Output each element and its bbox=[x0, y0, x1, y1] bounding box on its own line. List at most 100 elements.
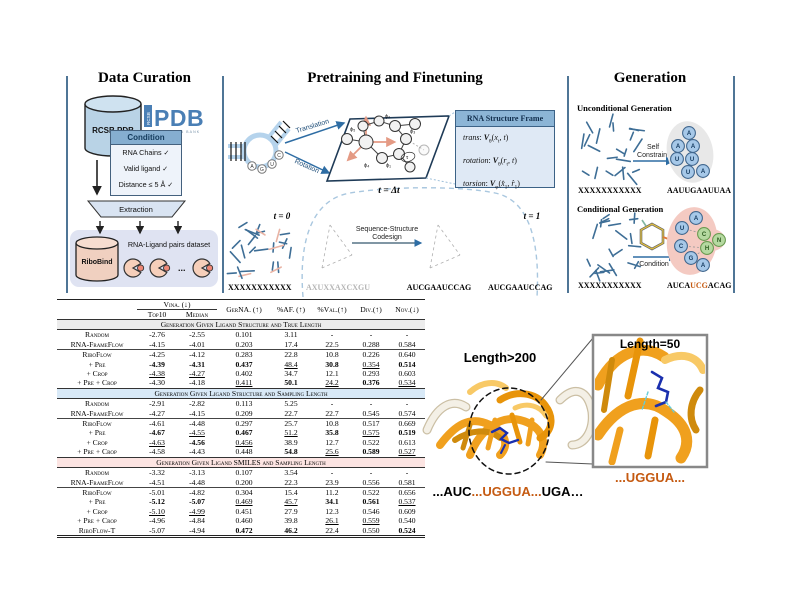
value-cell: -4.43 bbox=[189, 447, 205, 457]
conditional-output-sequence: AUCAUCGACAG bbox=[667, 281, 732, 290]
value-cell: 0.603 bbox=[398, 369, 416, 379]
value-cell: - bbox=[405, 468, 409, 478]
long-rna-structure bbox=[422, 380, 597, 459]
table-row: + Pre -5.12 -5.07 0.469 45.7 34.1 0.561 0.537 bbox=[57, 497, 425, 506]
method-cell: RiboFlow bbox=[57, 486, 137, 498]
pretraining-title: Pretraining and Finetuning bbox=[307, 70, 483, 86]
table-section-header: Generation Given Ligand Structure and Tr… bbox=[57, 318, 425, 331]
value-cell: -3.13 bbox=[189, 468, 205, 478]
value-cell: 34.7 bbox=[284, 369, 298, 379]
method-cell: Random bbox=[85, 399, 109, 409]
table-row: + Pre -4.67 -4.55 0.467 51.2 35.8 0.575 0.519 bbox=[57, 428, 425, 437]
svg-text:A: A bbox=[701, 263, 706, 269]
ligand-molecule-icon bbox=[639, 219, 672, 251]
table-row: Random -2.91 -2.82 0.113 5.25 - - - bbox=[57, 399, 425, 409]
condition-item: RNA Chains ✓ bbox=[122, 148, 170, 157]
unconditional-output-beads: A A A U U U A bbox=[666, 121, 714, 183]
value-cell: 0.522 bbox=[362, 437, 380, 447]
value-cell: 0.402 bbox=[235, 369, 253, 379]
value-cell: 0.472 bbox=[235, 525, 253, 535]
sequence-t1: AUCGAAUCCAG bbox=[488, 283, 553, 292]
method-cell: + Pre bbox=[88, 497, 106, 507]
value-cell: -4.25 bbox=[137, 349, 177, 360]
svg-text:H: H bbox=[705, 246, 709, 252]
value-cell: 17.4 bbox=[284, 339, 298, 349]
frame-rotation-equation: rotation: Vθ(rt, t) bbox=[463, 155, 517, 168]
table-row: + Crop -4.38 -4.27 0.402 34.7 12.1 0.293 0.603 bbox=[57, 369, 425, 378]
value-cell: - bbox=[405, 399, 409, 409]
value-cell: 5.25 bbox=[284, 399, 298, 409]
panel-divider bbox=[66, 76, 68, 293]
value-cell: 0.556 bbox=[362, 477, 380, 487]
value-cell: 0.469 bbox=[235, 497, 253, 507]
method-cell: RiboFlow bbox=[57, 349, 137, 360]
frame-plane: ϕ₅ ϕ₂ ϕ₃ ϕ₄ ϕ₁ τ bbox=[325, 114, 451, 182]
conditional-input-sequence: XXXXXXXXXXX bbox=[578, 281, 642, 290]
value-cell: 0.203 bbox=[235, 339, 253, 349]
self-constraint-label-2: Constraint bbox=[637, 152, 669, 159]
value-cell: - bbox=[330, 468, 334, 478]
sequence-codesign: AUCGAAUCCAG bbox=[406, 283, 472, 292]
conditional-generation-heading: Conditional Generation bbox=[577, 204, 664, 214]
rna-structure-frame-box: RNA Structure Frame trans: Vθ(xt, t) rot… bbox=[455, 110, 555, 190]
value-cell: -4.15 bbox=[189, 408, 205, 418]
value-cell: 22.8 bbox=[271, 349, 311, 360]
translation-arrow bbox=[284, 121, 346, 144]
results-table-header: Vina. (↓) GerNA. (↑) %AF. (↑) %Val.(↑) D… bbox=[57, 299, 425, 320]
value-cell: 0.581 bbox=[398, 477, 416, 487]
value-cell: 27.9 bbox=[284, 506, 298, 516]
method-cell: RiboFlow-T bbox=[78, 525, 116, 535]
value-cell: -5.10 bbox=[149, 506, 165, 516]
value-cell: - bbox=[330, 330, 334, 340]
binding-site-circle bbox=[468, 387, 550, 475]
value-cell: 0.584 bbox=[398, 339, 416, 349]
value-cell: 12.7 bbox=[325, 437, 339, 447]
value-cell: 12.3 bbox=[325, 506, 339, 516]
value-cell: 0.411 bbox=[235, 378, 253, 388]
value-cell: 0.517 bbox=[353, 418, 389, 429]
method-cell: + Pre + Crop bbox=[77, 516, 117, 526]
value-cell: -4.96 bbox=[149, 516, 165, 526]
value-cell: 34.1 bbox=[325, 497, 339, 507]
condition-label: Condition bbox=[639, 261, 669, 268]
col-vina: Vina. (↓) bbox=[137, 299, 217, 310]
table-row: RNA-FrameFlow -4.15 -4.01 0.203 17.4 22.5 0.28… bbox=[57, 340, 425, 350]
value-cell: 22.7 bbox=[284, 408, 298, 418]
rotation-arrow bbox=[284, 151, 331, 174]
value-cell: -5.07 bbox=[149, 525, 165, 535]
value-cell: -4.30 bbox=[149, 378, 165, 388]
value-cell: 0.226 bbox=[353, 349, 389, 360]
svg-text:G: G bbox=[260, 167, 264, 173]
method-cell: Random bbox=[85, 330, 109, 340]
value-cell: 25.6 bbox=[325, 447, 339, 457]
value-cell: 0.550 bbox=[362, 525, 380, 535]
col-nov: Nov.(↓) bbox=[395, 305, 419, 314]
col-af: %AF. (↑) bbox=[276, 305, 306, 314]
svg-text:G: G bbox=[689, 256, 694, 262]
condition-header: Condition bbox=[111, 131, 181, 145]
condition-filter-box: Condition RNA Chains ✓ Valid ligand ✓ Di… bbox=[110, 130, 182, 196]
svg-text:ϕ₅: ϕ₅ bbox=[350, 127, 355, 133]
value-cell: 0.537 bbox=[398, 497, 416, 507]
value-cell: -3.32 bbox=[149, 468, 165, 478]
table-row: + Crop -5.10 -4.99 0.451 27.9 12.3 0.546 0.609 bbox=[57, 507, 425, 516]
value-cell: -4.99 bbox=[189, 506, 205, 516]
table-row: Random -3.32 -3.13 0.107 3.54 - - - bbox=[57, 468, 425, 478]
zoom-sequence-label: ...UGGUA... bbox=[614, 470, 686, 485]
col-val: %Val.(↑) bbox=[317, 305, 347, 314]
value-cell: 0.451 bbox=[235, 506, 253, 516]
interpolation-region-outline bbox=[301, 187, 539, 298]
condition-item: Valid ligand ✓ bbox=[123, 164, 169, 173]
value-cell: 12.1 bbox=[325, 369, 339, 379]
value-cell: -4.51 bbox=[149, 477, 165, 487]
value-cell: 0.522 bbox=[353, 486, 389, 498]
value-cell: -2.82 bbox=[189, 399, 205, 409]
frame-trans-equation: trans: Vθ(xt, t) bbox=[463, 133, 509, 145]
value-cell: 0.113 bbox=[235, 399, 253, 409]
frame-torsion-equation: torsion: Vφ(x̂1, r̂1) bbox=[463, 178, 520, 191]
value-cell: 22.3 bbox=[284, 477, 298, 487]
value-cell: 0.200 bbox=[235, 477, 253, 487]
value-cell: -4.61 bbox=[137, 418, 177, 429]
svg-text:C: C bbox=[277, 153, 281, 159]
value-cell: 0.304 bbox=[217, 486, 271, 498]
